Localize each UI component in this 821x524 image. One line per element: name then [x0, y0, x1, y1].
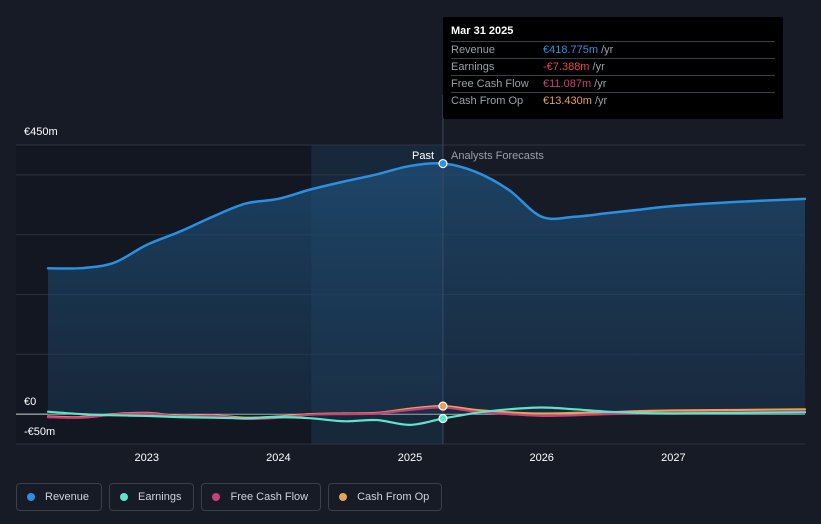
tooltip-value-number: €13.430m: [543, 95, 592, 107]
legend-item-revenue[interactable]: Revenue: [16, 483, 103, 511]
tooltip-value: €11.087m /yr: [543, 76, 606, 93]
cash-from-op-dot-icon: [339, 493, 348, 501]
x-tick-label: 2024: [266, 452, 290, 464]
free-cash-flow-dot-icon: [212, 493, 221, 501]
legend-label: Free Cash Flow: [230, 491, 309, 503]
tooltip-unit: /yr: [591, 95, 608, 107]
x-tick-label: 2026: [529, 452, 553, 464]
y-label-bottom: -€50m: [24, 426, 56, 438]
revenue-dot-icon: [27, 493, 35, 501]
tooltip-unit: /yr: [589, 61, 605, 73]
tooltip-row-revenue: Revenue €418.775m /yr: [451, 41, 775, 59]
legend: Revenue Earnings Free Cash Flow Cash Fro…: [16, 483, 443, 511]
cash-from-op-marker: [438, 401, 448, 411]
forecast-label: Analysts Forecasts: [451, 150, 544, 162]
past-label: Past: [412, 150, 435, 162]
legend-item-free-cash-flow[interactable]: Free Cash Flow: [201, 483, 322, 511]
tooltip-value-number: €11.087m: [543, 78, 592, 90]
x-tick-label: 2027: [661, 452, 685, 464]
y-label-zero: €0: [24, 396, 37, 408]
revenue-area: [48, 163, 805, 415]
tooltip: Mar 31 2025 Revenue €418.775m /yr Earnin…: [443, 17, 783, 119]
tooltip-unit: /yr: [598, 44, 614, 56]
legend-label: Revenue: [45, 491, 90, 503]
earnings-line: [46, 406, 807, 426]
tooltip-row-earnings: Earnings -€7.388m /yr: [451, 58, 775, 76]
x-tick-label: 2023: [134, 452, 158, 464]
tooltip-row-cash-from-op: Cash From Op €13.430m /yr: [451, 92, 775, 110]
tooltip-value-number: €418.775m: [543, 44, 599, 56]
earnings-marker: [438, 413, 448, 424]
tooltip-label: Cash From Op: [451, 95, 524, 107]
legend-label: Cash From Op: [357, 491, 430, 503]
tooltip-label: Free Cash Flow: [451, 78, 529, 90]
legend-label: Earnings: [138, 491, 182, 503]
x-tick-label: 2025: [398, 452, 422, 464]
tooltip-value: €13.430m /yr: [543, 93, 607, 110]
revenue-marker: [438, 158, 448, 169]
earnings-dot-icon: [120, 493, 129, 501]
legend-item-earnings[interactable]: Earnings: [109, 483, 195, 511]
tooltip-value: €418.775m /yr: [543, 42, 613, 59]
tooltip-unit: /yr: [591, 78, 607, 90]
tooltip-label: Revenue: [451, 44, 496, 56]
tooltip-label: Earnings: [451, 61, 495, 73]
tooltip-value-number: -€7.388m: [543, 61, 590, 73]
y-label-top: €450m: [24, 126, 58, 138]
tooltip-date: Mar 31 2025: [451, 25, 514, 37]
tooltip-value: -€7.388m /yr: [543, 59, 605, 76]
legend-item-cash-from-op[interactable]: Cash From Op: [328, 483, 443, 511]
revenue-line: [46, 161, 807, 270]
tooltip-row-free-cash-flow: Free Cash Flow €11.087m /yr: [451, 75, 775, 93]
